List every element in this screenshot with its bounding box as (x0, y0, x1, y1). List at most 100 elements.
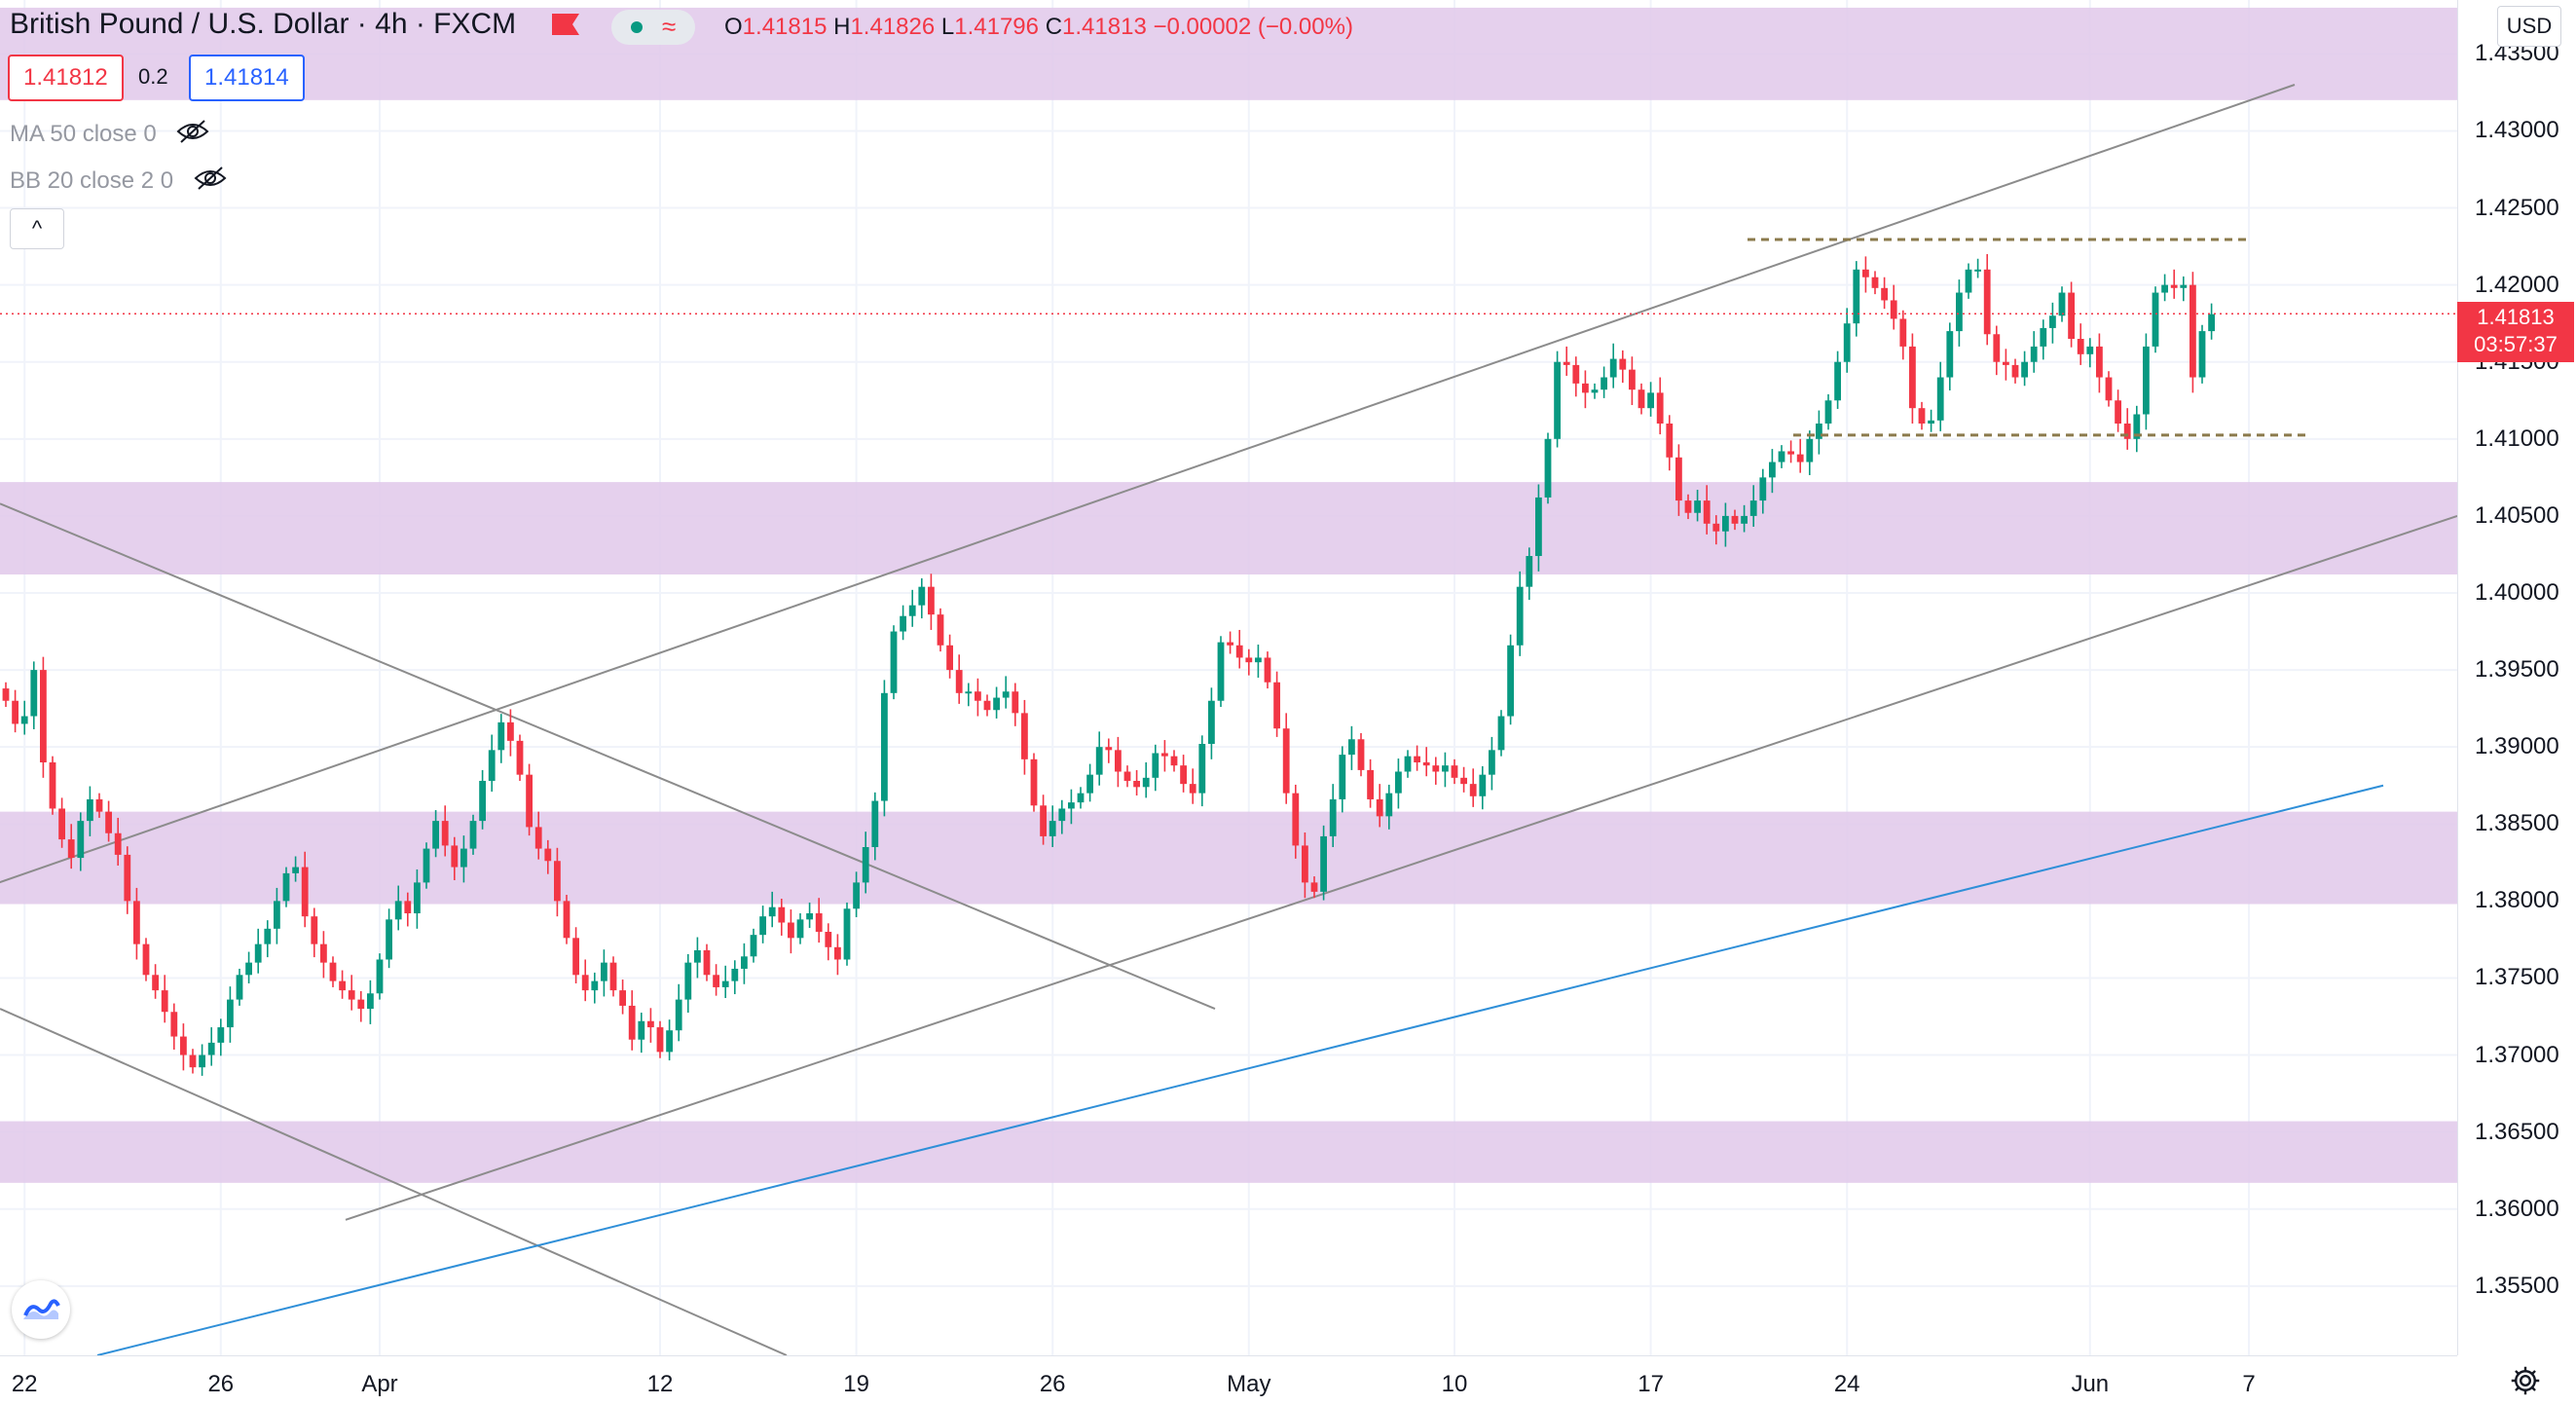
sell-button[interactable]: 1.41812 (8, 55, 124, 101)
candle-body (1834, 361, 1841, 401)
eye-hidden-icon[interactable] (194, 166, 227, 198)
price-tick-label: 1.40000 (2475, 579, 2559, 606)
candle-body (180, 1036, 187, 1055)
spread-value: 0.2 (138, 64, 168, 89)
candle-body (170, 1012, 178, 1037)
candle-body (460, 848, 467, 868)
indicator-bb[interactable]: BB 20 close 2 0 (10, 166, 227, 198)
candle-body (1105, 747, 1113, 751)
candle-body (114, 832, 122, 855)
price-tick-label: 1.37000 (2475, 1041, 2559, 1068)
candle-body (441, 821, 449, 846)
candle-body (619, 990, 626, 1006)
candle-body (1180, 765, 1187, 785)
candle-body (1684, 500, 1692, 513)
candle-body (1871, 277, 1879, 288)
candle-body (58, 808, 65, 840)
candle-body (274, 901, 280, 929)
open-key: O (724, 14, 743, 40)
bar-countdown: 03:57:37 (2474, 332, 2558, 357)
market-status[interactable]: ≈ (611, 10, 695, 45)
gear-icon[interactable] (2508, 1363, 2543, 1403)
indicator-ma[interactable]: MA 50 close 0 (10, 119, 209, 151)
candle-body (918, 586, 926, 606)
candle-body (1749, 500, 1757, 516)
candle-body (1881, 287, 1888, 301)
candle-body (1918, 408, 1926, 424)
candle-body (1862, 269, 1869, 277)
candle-body (2011, 364, 2019, 378)
candle-body (217, 1027, 225, 1043)
candle-body (955, 670, 963, 693)
descending-line-upper (0, 502, 1216, 1011)
time-tick-label: 26 (207, 1371, 235, 1397)
candle-body (348, 990, 355, 1000)
candle-body (2115, 400, 2121, 424)
candle-body (2, 688, 10, 701)
candle-body (834, 946, 841, 960)
tradingview-logo-icon[interactable] (12, 1280, 70, 1339)
low-key: L (940, 14, 955, 40)
candle-body (768, 906, 776, 917)
candle-body (1703, 500, 1711, 524)
close-key: C (1045, 14, 1063, 40)
collapse-legend-button[interactable]: ^ (10, 208, 64, 249)
candle-body (806, 913, 813, 920)
candle-body (1302, 845, 1308, 883)
high-value: 1.41826 (850, 14, 936, 40)
candle-body (404, 901, 412, 914)
candle-body (1965, 269, 1972, 293)
indicator-ma-label: MA 50 close 0 (10, 120, 157, 147)
support-resistance-zone (0, 1121, 2457, 1183)
candle-body (311, 916, 318, 944)
flag-icon[interactable] (552, 14, 579, 35)
candle-body (488, 750, 496, 781)
candle-body (1367, 769, 1374, 799)
candle-body (386, 919, 392, 960)
chart-area[interactable] (0, 0, 2457, 1355)
candle-body (2058, 292, 2066, 316)
candle-body (601, 962, 607, 981)
price-tick-label: 1.36500 (2475, 1118, 2559, 1145)
candle-body (367, 993, 374, 1010)
candle-body (2208, 314, 2215, 332)
currency-button[interactable]: USD (2497, 6, 2561, 47)
candle-body (862, 847, 869, 883)
close-value: 1.41813 (1062, 14, 1147, 40)
candle-body (1629, 369, 1636, 390)
buy-button[interactable]: 1.41814 (189, 55, 305, 101)
time-tick-label: May (1227, 1371, 1271, 1397)
time-tick-label: 10 (1441, 1371, 1468, 1397)
open-value: 1.41815 (742, 14, 828, 40)
time-tick-label: 12 (646, 1371, 674, 1397)
candle-body (796, 919, 804, 939)
candle-body (2086, 346, 2094, 354)
candle-body (1544, 438, 1552, 498)
time-tick-label: 17 (1638, 1371, 1664, 1397)
time-axis[interactable] (0, 1355, 2457, 1405)
candle-body (2180, 284, 2188, 288)
candle-body (1563, 361, 1570, 365)
candle-body (609, 962, 617, 991)
candle-body (1142, 777, 1150, 788)
price-chart[interactable] (0, 0, 2457, 1355)
candle-body (1002, 691, 1010, 698)
price-scale[interactable] (2457, 0, 2576, 1355)
candle-body (900, 615, 906, 632)
candle-body (2133, 414, 2141, 439)
candle-body (1310, 882, 1318, 892)
candle-body (647, 1020, 654, 1028)
candle-body (432, 821, 439, 849)
candle-body (507, 721, 514, 741)
candle-body (1928, 420, 1934, 424)
candle-body (937, 614, 944, 646)
candle-body (843, 908, 851, 960)
candle-body (1675, 457, 1682, 501)
candle-body (451, 845, 459, 868)
candle-body (2152, 292, 2159, 347)
eye-hidden-icon[interactable] (176, 119, 209, 151)
candle-body (1442, 765, 1449, 772)
candle-body (554, 861, 561, 902)
time-tick-label: 26 (1039, 1371, 1066, 1397)
symbol-title[interactable]: British Pound / U.S. Dollar · 4h · FXCM (10, 8, 517, 40)
